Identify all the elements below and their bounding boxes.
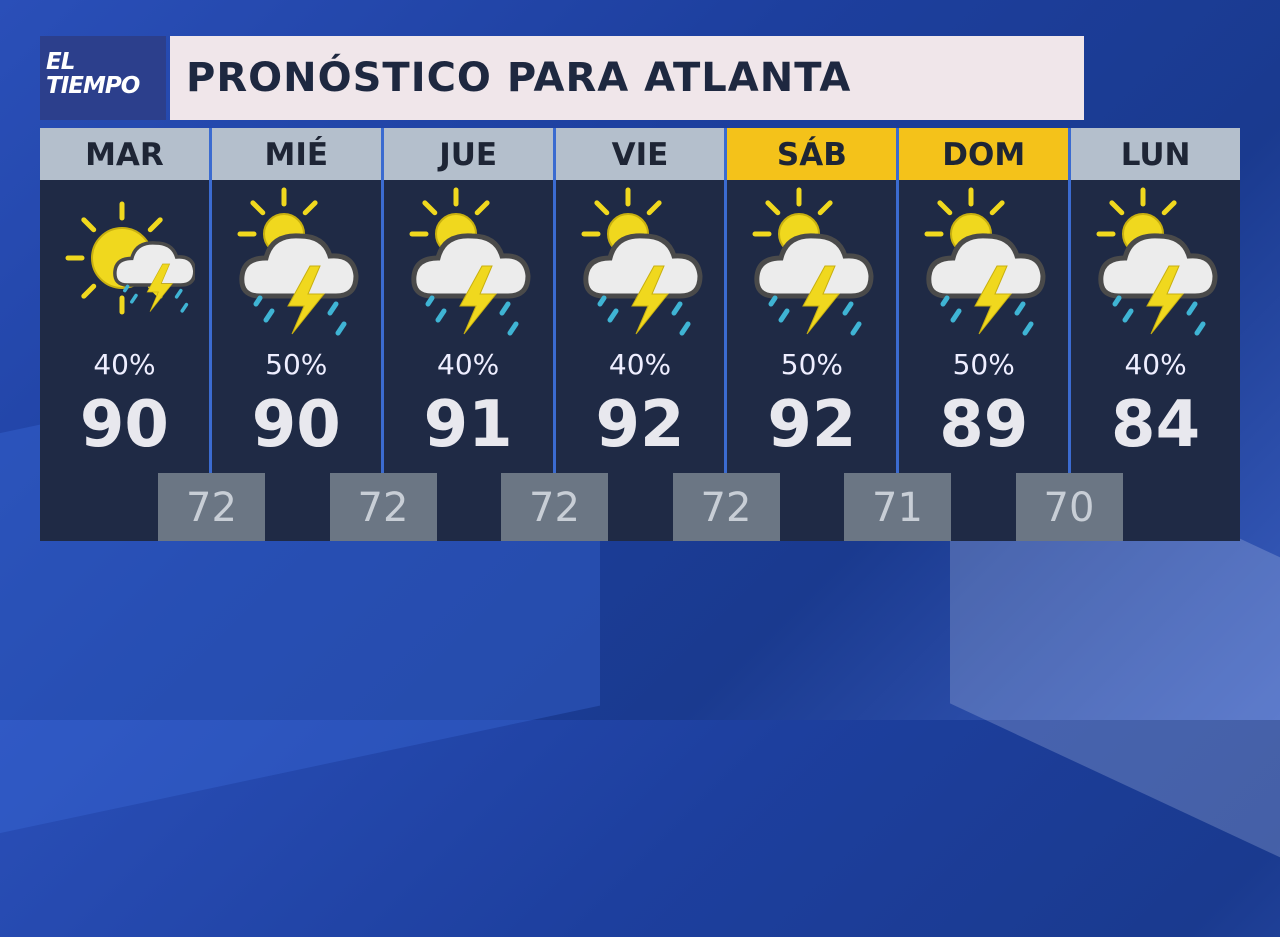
day-label: DOM — [899, 128, 1069, 180]
day-label: MIÉ — [211, 128, 381, 180]
thunderstorm-icon — [1091, 186, 1226, 336]
high-temp: 92 — [767, 388, 857, 462]
low-temp: 72 — [158, 473, 265, 541]
day-label: MAR — [40, 128, 209, 180]
day-label: JUE — [383, 128, 553, 180]
high-temp: 90 — [251, 388, 341, 462]
el-tiempo-logo: EL TIEMPO — [40, 36, 166, 120]
high-temp: 89 — [939, 388, 1029, 462]
precip-chance: 50% — [952, 348, 1015, 381]
thunderstorm-icon — [232, 186, 367, 336]
day-label: LUN — [1071, 128, 1241, 180]
logo-line: TIEMPO — [46, 73, 140, 99]
high-temp: 90 — [79, 388, 169, 462]
precip-chance: 40% — [93, 348, 156, 381]
day-label: SÁB — [727, 128, 897, 180]
precip-chance: 40% — [608, 348, 672, 381]
low-temp: 71 — [844, 473, 951, 541]
day-label: VIE — [555, 128, 725, 180]
high-temp: 92 — [595, 388, 685, 462]
low-temp: 72 — [329, 473, 437, 541]
thunderstorm-icon — [919, 186, 1054, 336]
thunderstorm-icon — [576, 186, 711, 336]
partly-sunny-thunderstorm-icon — [60, 186, 197, 336]
day-column: LUN 40% 84 — [1071, 128, 1241, 541]
thunderstorm-icon — [404, 186, 539, 336]
day-panel: 40% 84 — [1071, 180, 1241, 541]
precip-chance: 40% — [437, 348, 500, 381]
page-title: PRONÓSTICO PARA ATLANTA — [170, 36, 1084, 120]
low-temp: 72 — [672, 473, 780, 541]
high-temp: 91 — [423, 388, 513, 462]
high-temp: 84 — [1111, 388, 1201, 462]
logo-line: EL — [46, 49, 75, 75]
precip-chance: 50% — [780, 348, 843, 381]
low-temp: 70 — [1015, 473, 1123, 541]
thunderstorm-icon — [747, 186, 882, 336]
precip-chance: 50% — [265, 348, 328, 381]
precip-chance: 40% — [1124, 348, 1187, 381]
low-temp: 72 — [501, 473, 608, 541]
